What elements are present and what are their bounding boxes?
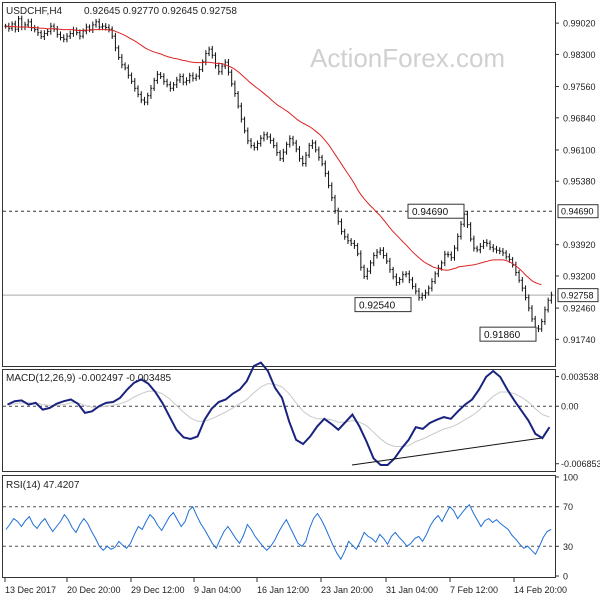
macd-y-label: 0.003538 xyxy=(561,372,599,382)
x-tick-label: 31 Jan 04:00 xyxy=(386,585,438,595)
watermark-text: ActionForex.com xyxy=(310,43,505,73)
price-chart-title: USDCHF,H4 xyxy=(6,6,63,17)
x-axis-labels: 13 Dec 2017 20 Dec 20:00 29 Dec 12:00 9 Jan… xyxy=(4,577,567,595)
rsi-y-label: 100 xyxy=(563,473,578,483)
price-ohlc-readout: 0.92645 0.92770 0.92645 0.92758 xyxy=(84,6,237,17)
macd-y-label: -0.006853 xyxy=(561,459,600,469)
price-y-label: 0.92460 xyxy=(563,304,596,314)
y-axis-labels: 0.99020 0.98300 0.97560 0.96840 0.96100 0.953… xyxy=(555,19,599,345)
x-tick-label: 23 Jan 20:00 xyxy=(321,585,373,595)
price-y-label: 0.93920 xyxy=(563,240,596,250)
macd-trendline xyxy=(351,437,542,466)
price-y-label: 0.98300 xyxy=(563,50,596,60)
x-tick-label: 16 Jan 12:00 xyxy=(257,585,309,595)
annotation-box xyxy=(479,326,537,342)
moving-average-layer xyxy=(5,26,542,286)
x-tick-label: 14 Feb 20:00 xyxy=(514,585,567,595)
annotation-label: 0.94690 xyxy=(412,207,449,218)
annotation-label: 0.92540 xyxy=(359,301,396,312)
price-annotations: 0.94690 0.92540 0.91860 xyxy=(354,203,537,342)
price-y-label: 0.91740 xyxy=(563,335,596,345)
price-level-lines xyxy=(3,210,555,296)
macd-panel-title: MACD(12,26,9) -0.002497 -0.003485 xyxy=(6,373,172,384)
price-y-label: 0.96840 xyxy=(563,113,596,123)
rsi-layer: 100 70 30 0 xyxy=(3,473,578,582)
macd-panel-frame xyxy=(2,369,556,472)
rsi-y-label: 0 xyxy=(563,572,568,582)
macd-layer: 0.003538 0.00 -0.006853 xyxy=(3,361,600,469)
x-tick-label: 29 Dec 12:00 xyxy=(131,585,185,595)
price-y-label: 0.93200 xyxy=(563,271,596,281)
annotation-0-91860: 0.91860 xyxy=(479,326,537,342)
x-tick-label: 9 Jan 04:00 xyxy=(194,585,241,595)
annotation-box xyxy=(407,203,465,219)
rsi-panel-frame xyxy=(2,475,556,578)
x-tick-label: 20 Dec 20:00 xyxy=(67,585,121,595)
annotation-box xyxy=(354,297,412,313)
annotation-0-94690: 0.94690 xyxy=(407,203,465,219)
axis-level-box xyxy=(557,288,599,303)
axis-level-box xyxy=(557,204,599,219)
axis-level-text: 0.94690 xyxy=(561,207,594,217)
price-panel-frame xyxy=(2,2,556,367)
axis-level-text: 0.92758 xyxy=(561,291,594,301)
rsi-y-label: 70 xyxy=(563,502,573,512)
price-y-label: 0.99020 xyxy=(563,19,596,29)
x-tick-label: 7 Feb 12:00 xyxy=(450,585,498,595)
price-level-axis-label-1: 0.92758 xyxy=(557,288,599,303)
x-tick-label: 13 Dec 2017 xyxy=(5,585,56,595)
price-level-axis-label-0: 0.94690 xyxy=(557,204,599,219)
moving-average-line xyxy=(5,26,542,286)
price-y-label: 0.97560 xyxy=(563,82,596,92)
annotation-0-92540: 0.92540 xyxy=(354,297,412,313)
rsi-panel-title: RSI(14) 47.4207 xyxy=(6,480,80,491)
rsi-line xyxy=(5,503,552,561)
macd-y-label: 0.00 xyxy=(561,402,579,412)
annotation-label: 0.91860 xyxy=(484,330,521,341)
macd-line xyxy=(7,361,551,466)
rsi-y-label: 30 xyxy=(563,542,573,552)
price-y-label: 0.96100 xyxy=(563,145,596,155)
price-y-label: 0.95380 xyxy=(563,177,596,187)
